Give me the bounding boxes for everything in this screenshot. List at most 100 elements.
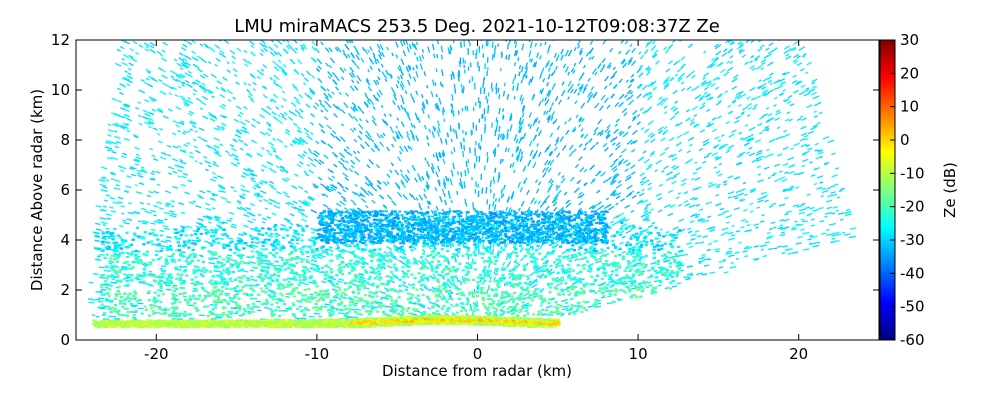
noise-streak bbox=[316, 58, 323, 65]
noise-streak bbox=[311, 74, 316, 79]
noise-streak bbox=[272, 149, 277, 153]
noise-streak bbox=[675, 141, 682, 147]
noise-streak bbox=[539, 273, 545, 277]
noise-streak bbox=[665, 278, 670, 281]
noise-streak bbox=[172, 145, 179, 149]
noise-streak bbox=[208, 46, 213, 50]
noise-streak bbox=[172, 120, 180, 125]
noise-streak bbox=[424, 157, 427, 161]
noise-streak bbox=[735, 115, 741, 120]
noise-streak bbox=[376, 133, 382, 139]
noise-streak bbox=[757, 197, 762, 201]
noise-streak bbox=[303, 82, 307, 86]
noise-streak bbox=[777, 245, 783, 248]
noise-streak bbox=[593, 126, 599, 133]
noise-streak bbox=[193, 138, 197, 142]
noise-streak bbox=[115, 62, 122, 67]
noise-streak bbox=[826, 206, 832, 210]
noise-streak bbox=[109, 206, 114, 209]
noise-streak bbox=[723, 271, 729, 274]
noise-streak bbox=[213, 161, 217, 164]
noise-streak bbox=[767, 79, 772, 84]
noise-streak bbox=[157, 219, 164, 222]
noise-streak bbox=[577, 83, 580, 87]
noise-streak bbox=[317, 77, 323, 84]
noise-streak bbox=[318, 123, 324, 129]
noise-streak bbox=[749, 210, 754, 213]
noise-streak bbox=[557, 171, 561, 176]
noise-streak bbox=[242, 208, 247, 212]
noise-streak bbox=[216, 301, 223, 304]
noise-streak bbox=[166, 153, 172, 157]
noise-streak bbox=[305, 103, 311, 109]
noise-streak bbox=[495, 117, 498, 123]
noise-streak bbox=[703, 91, 708, 95]
noise-streak bbox=[728, 144, 735, 149]
noise-streak bbox=[623, 112, 628, 117]
noise-streak bbox=[631, 149, 636, 153]
noise-streak bbox=[174, 94, 179, 98]
noise-streak bbox=[801, 220, 807, 223]
noise-streak bbox=[510, 115, 513, 120]
noise-streak bbox=[758, 79, 762, 83]
noise-streak bbox=[524, 62, 529, 70]
noise-streak bbox=[820, 195, 824, 198]
noise-streak bbox=[792, 74, 797, 78]
noise-streak bbox=[623, 159, 629, 164]
noise-streak bbox=[432, 273, 436, 277]
noise-streak bbox=[809, 234, 813, 237]
noise-streak bbox=[506, 42, 510, 50]
noise-streak bbox=[205, 144, 211, 148]
noise-streak bbox=[523, 292, 530, 297]
noise-streak bbox=[734, 94, 741, 99]
noise-streak bbox=[357, 105, 363, 112]
noise-streak bbox=[310, 209, 318, 214]
noise-streak bbox=[129, 48, 135, 52]
noise-streak bbox=[688, 204, 696, 209]
noise-streak bbox=[219, 50, 225, 55]
noise-streak bbox=[391, 52, 394, 57]
noise-streak bbox=[755, 152, 762, 156]
noise-streak bbox=[326, 88, 330, 92]
noise-streak bbox=[509, 124, 513, 132]
noise-streak bbox=[175, 124, 181, 128]
noise-streak bbox=[806, 61, 812, 66]
noise-streak bbox=[813, 182, 818, 186]
noise-streak bbox=[353, 127, 357, 131]
noise-streak bbox=[706, 96, 712, 101]
noise-streak bbox=[150, 209, 156, 213]
noise-streak bbox=[364, 141, 370, 148]
noise-streak bbox=[209, 178, 217, 182]
noise-streak bbox=[304, 245, 309, 248]
noise-streak bbox=[803, 134, 809, 138]
noise-streak bbox=[662, 131, 667, 136]
noise-streak bbox=[642, 199, 649, 204]
noise-streak bbox=[512, 85, 515, 91]
noise-streak bbox=[105, 179, 110, 182]
noise-streak bbox=[125, 185, 132, 189]
noise-streak bbox=[495, 87, 498, 95]
noise-streak bbox=[632, 115, 637, 120]
noise-streak bbox=[693, 114, 698, 118]
noise-streak bbox=[296, 100, 301, 105]
noise-streak bbox=[247, 220, 254, 224]
noise-streak bbox=[352, 316, 358, 319]
noise-streak bbox=[800, 84, 806, 88]
noise-streak bbox=[156, 201, 163, 205]
noise-streak bbox=[844, 211, 852, 214]
noise-streak bbox=[255, 185, 261, 189]
noise-streak bbox=[698, 261, 702, 264]
noise-streak bbox=[331, 288, 338, 292]
noise-streak bbox=[242, 58, 249, 63]
noise-streak bbox=[439, 137, 443, 144]
noise-streak bbox=[604, 97, 609, 103]
noise-streak bbox=[678, 250, 684, 253]
noise-streak bbox=[711, 60, 716, 65]
noise-streak bbox=[714, 136, 720, 140]
noise-streak bbox=[147, 117, 154, 122]
noise-streak bbox=[686, 150, 691, 154]
noise-streak bbox=[369, 46, 373, 51]
noise-streak bbox=[306, 70, 311, 76]
noise-streak bbox=[674, 100, 679, 104]
noise-streak bbox=[776, 153, 783, 157]
